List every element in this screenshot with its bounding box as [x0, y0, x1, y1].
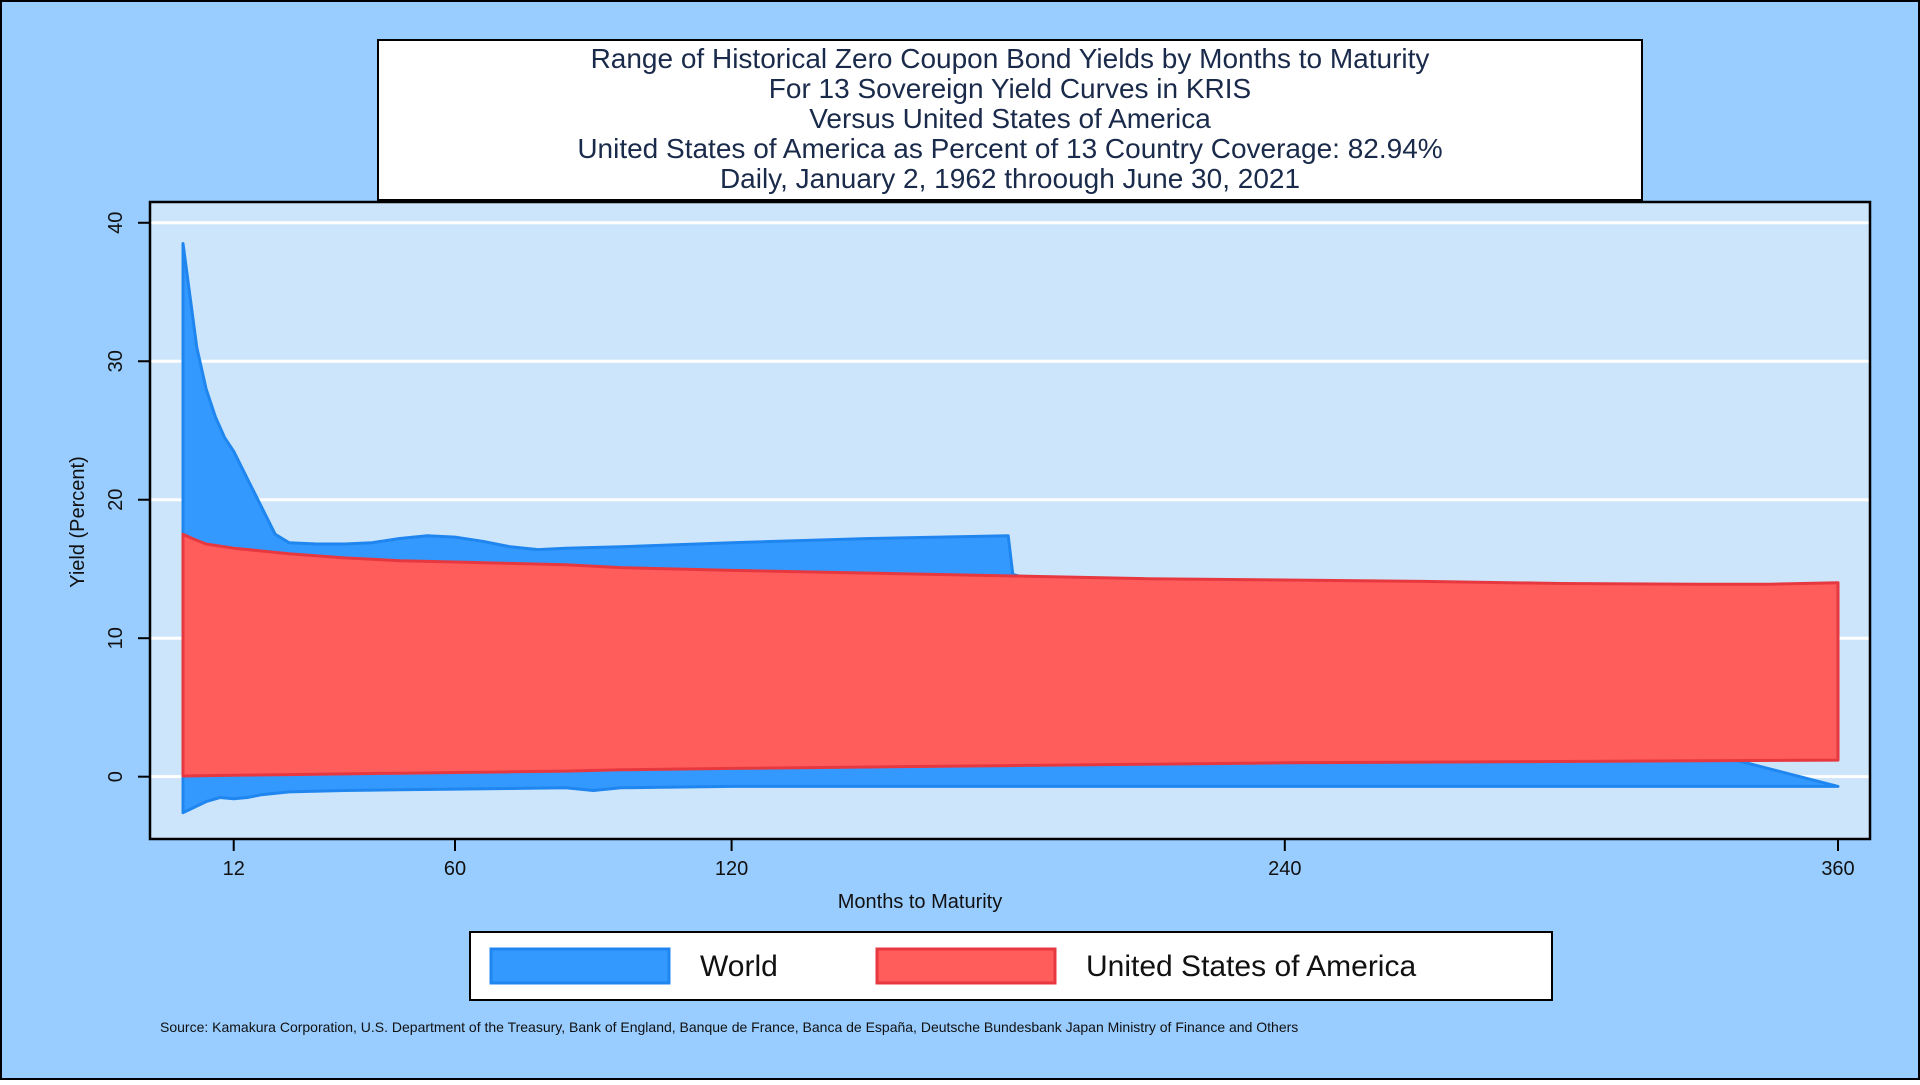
- legend-label-usa: United States of America: [1086, 950, 1416, 983]
- x-tick-label: 240: [1268, 858, 1301, 880]
- title-line-4: United States of America as Percent of 1…: [577, 133, 1442, 164]
- x-tick-label: 360: [1821, 858, 1854, 880]
- x-tick-label: 120: [715, 858, 748, 880]
- y-axis-label: Yield (Percent): [67, 456, 89, 588]
- x-axis: 12 60 120 240 360: [223, 839, 1855, 880]
- legend-swatch-usa: [875, 947, 1057, 985]
- source-note: Source: Kamakura Corporation, U.S. Depar…: [160, 1019, 1298, 1035]
- title-line-2: For 13 Sovereign Yield Curves in KRIS: [769, 73, 1251, 104]
- title-line-5: Daily, January 2, 1962 throough June 30,…: [720, 163, 1300, 194]
- series-areas: [181, 242, 1840, 815]
- y-tick-label: 30: [105, 350, 127, 372]
- y-tick-label: 10: [105, 627, 127, 649]
- legend-label-world: World: [700, 950, 778, 983]
- title-line-3: Versus United States of America: [809, 103, 1211, 134]
- chart-title: Range of Historical Zero Coupon Bond Yie…: [577, 43, 1442, 194]
- usa-area: [181, 532, 1840, 778]
- plot-frame: [148, 200, 1872, 841]
- x-axis-label: Months to Maturity: [838, 891, 1003, 913]
- y-tick-label: 20: [105, 489, 127, 511]
- title-box: [377, 39, 1643, 201]
- y-axis: 0 10 20 30 40: [105, 212, 150, 782]
- y-tick-label: 0: [105, 771, 127, 782]
- legend-swatch-world: [489, 947, 671, 985]
- title-line-1: Range of Historical Zero Coupon Bond Yie…: [591, 43, 1430, 74]
- x-tick-label: 12: [223, 858, 245, 880]
- x-tick-label: 60: [444, 858, 466, 880]
- y-tick-label: 40: [105, 212, 127, 234]
